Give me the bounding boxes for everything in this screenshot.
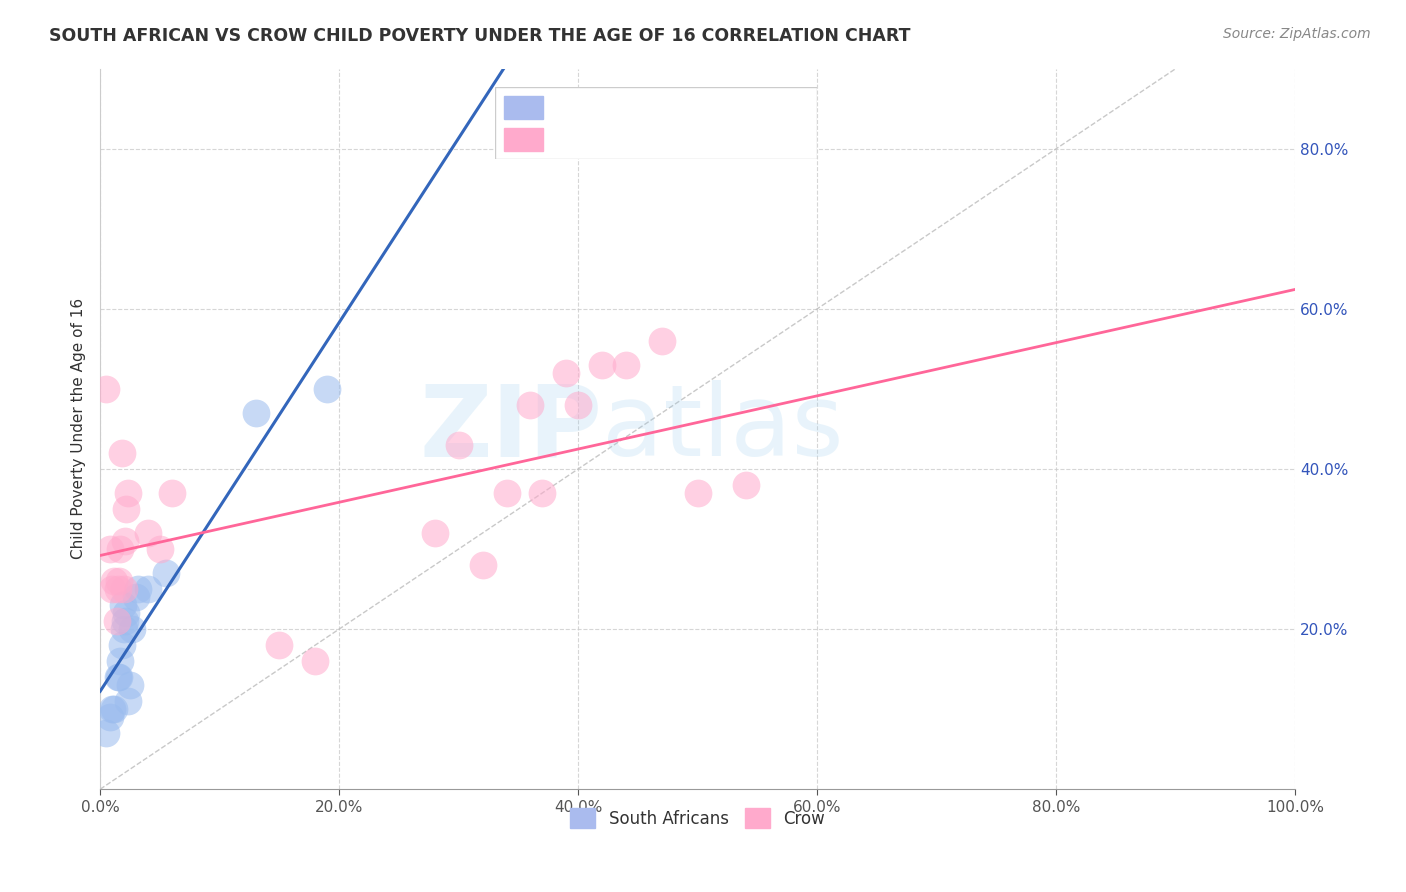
Point bbox=[111, 638, 134, 652]
Point bbox=[471, 558, 494, 572]
Text: ZIP: ZIP bbox=[419, 380, 602, 477]
Point bbox=[567, 398, 589, 412]
Point bbox=[269, 638, 291, 652]
Point bbox=[114, 614, 136, 628]
Point bbox=[160, 486, 183, 500]
Point bbox=[98, 710, 121, 724]
Point bbox=[112, 582, 135, 596]
Point bbox=[121, 622, 143, 636]
Point bbox=[103, 702, 125, 716]
Point bbox=[316, 382, 339, 396]
Point bbox=[115, 606, 138, 620]
Point bbox=[108, 670, 131, 684]
Point bbox=[495, 486, 517, 500]
Point bbox=[304, 654, 326, 668]
Point bbox=[531, 486, 554, 500]
Point bbox=[110, 654, 132, 668]
Text: Source: ZipAtlas.com: Source: ZipAtlas.com bbox=[1223, 27, 1371, 41]
Point bbox=[112, 622, 135, 636]
Point bbox=[651, 334, 673, 348]
Point bbox=[149, 541, 172, 556]
Point bbox=[101, 702, 124, 716]
Point bbox=[101, 582, 124, 596]
Point bbox=[110, 541, 132, 556]
Point bbox=[105, 614, 128, 628]
Point bbox=[98, 541, 121, 556]
Point bbox=[114, 533, 136, 548]
Point bbox=[127, 582, 149, 596]
Point bbox=[111, 598, 134, 612]
Point bbox=[117, 486, 139, 500]
Point bbox=[118, 678, 141, 692]
Point bbox=[94, 726, 117, 740]
Text: SOUTH AFRICAN VS CROW CHILD POVERTY UNDER THE AGE OF 16 CORRELATION CHART: SOUTH AFRICAN VS CROW CHILD POVERTY UNDE… bbox=[49, 27, 911, 45]
Point bbox=[107, 582, 129, 596]
Point bbox=[519, 398, 541, 412]
Point bbox=[136, 582, 159, 596]
Point bbox=[125, 590, 148, 604]
Point bbox=[155, 566, 177, 580]
Point bbox=[447, 438, 470, 452]
Legend: South Africans, Crow: South Africans, Crow bbox=[564, 801, 832, 835]
Point bbox=[115, 502, 138, 516]
Point bbox=[734, 478, 756, 492]
Point bbox=[591, 358, 613, 372]
Point bbox=[136, 526, 159, 541]
Point bbox=[107, 670, 129, 684]
Point bbox=[117, 694, 139, 708]
Point bbox=[614, 358, 637, 372]
Point bbox=[423, 526, 446, 541]
Point bbox=[103, 574, 125, 588]
Y-axis label: Child Poverty Under the Age of 16: Child Poverty Under the Age of 16 bbox=[72, 298, 86, 559]
Text: atlas: atlas bbox=[602, 380, 844, 477]
Point bbox=[111, 446, 134, 460]
Point bbox=[555, 366, 578, 380]
Point bbox=[108, 574, 131, 588]
Point bbox=[686, 486, 709, 500]
Point bbox=[94, 382, 117, 396]
Point bbox=[245, 406, 267, 420]
